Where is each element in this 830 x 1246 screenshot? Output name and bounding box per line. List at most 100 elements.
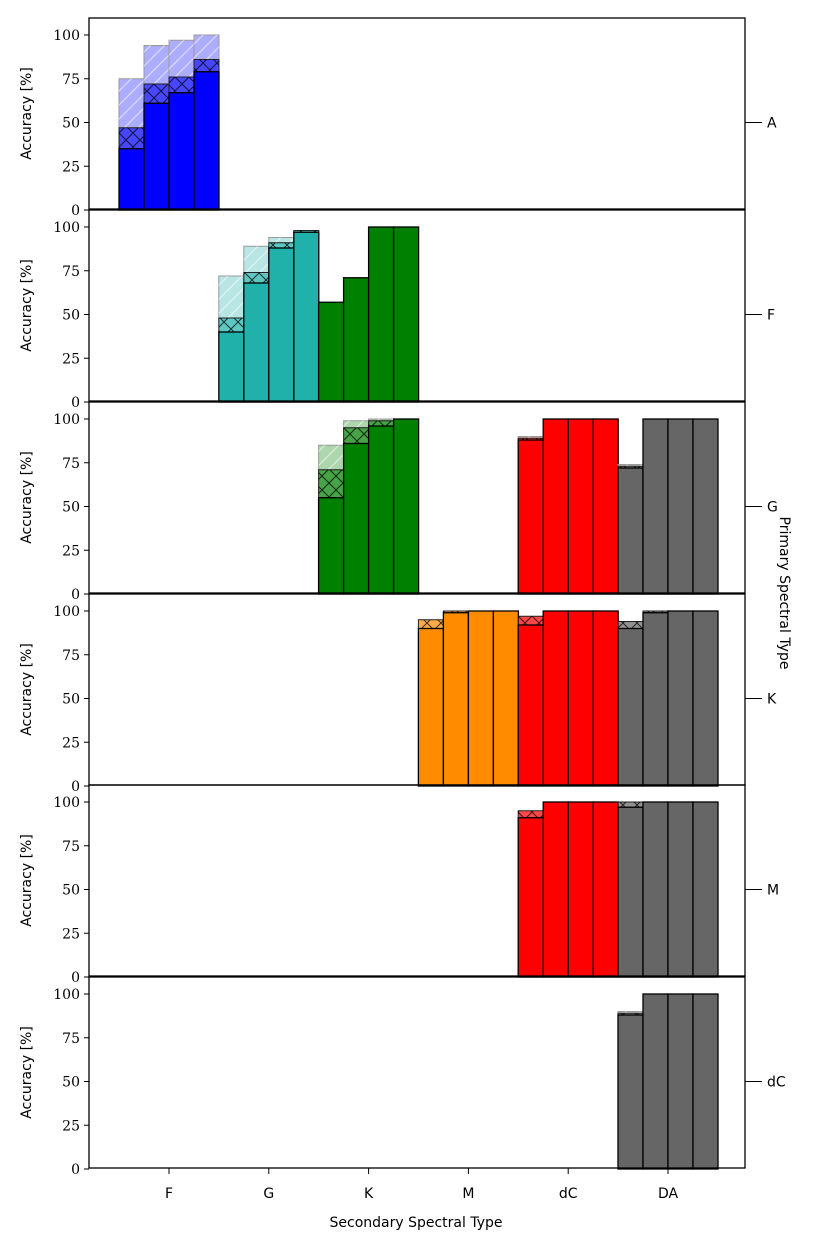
bar-layer-solid	[517, 817, 544, 978]
panel-dC: 0 25 50 75 100 Accuracy [%] dC	[19, 976, 786, 1178]
panel-frame	[88, 976, 746, 1169]
bar-layer-diagonal-hatch	[268, 237, 294, 243]
primary-type-label: M	[767, 883, 779, 899]
bar-layer-diagonal-hatch	[618, 1011, 643, 1014]
bar-dC-DA-2	[642, 993, 669, 1170]
bar-F-K-3	[367, 226, 395, 403]
bar-dC-DA-1	[617, 1011, 644, 1170]
bar-K-dC-1	[517, 615, 544, 787]
y-tick-label: 75	[62, 839, 80, 855]
y-tick-label: 0	[71, 395, 80, 411]
bar-G-K-2	[342, 420, 370, 595]
bar-F-K-2	[342, 277, 370, 403]
bar-layer-solid	[592, 801, 619, 978]
y-tick-label: 50	[62, 1075, 80, 1091]
bar-layer-crosshatch-hatch	[518, 810, 544, 818]
bar-layer-diagonal-hatch	[618, 464, 643, 467]
y-axis-label: Accuracy [%]	[19, 643, 35, 736]
x-tick-label-K: K	[364, 1186, 374, 1202]
bar-layer-solid	[367, 425, 395, 595]
bar-layer-solid	[193, 71, 220, 211]
bar-layer-solid	[442, 612, 470, 787]
y-tick-label: 50	[62, 692, 80, 708]
panel-frame	[88, 401, 746, 594]
bar-layer-solid	[617, 1014, 644, 1170]
y-tick-label: 0	[71, 970, 80, 986]
y-tick-label: 0	[71, 779, 80, 795]
x-tick-label-F: F	[165, 1186, 173, 1202]
bar-layer-solid	[143, 102, 170, 211]
bar-layer-solid	[392, 226, 420, 403]
bar-layer-solid	[567, 801, 594, 978]
y-tick-label: 0	[71, 203, 80, 219]
bar-layer-crosshatch-hatch	[243, 272, 269, 283]
bar-layer-diagonal-hatch	[119, 78, 144, 128]
bar-layer-solid	[692, 993, 719, 1170]
bar-K-DA-3	[667, 610, 694, 787]
bar-layer-solid	[417, 627, 445, 787]
bar-G-K-4	[392, 418, 420, 595]
bar-G-K-3	[367, 418, 395, 595]
x-tick-label-dC: dC	[559, 1186, 578, 1202]
panel-F: 0 25 50 75 100 Accuracy [%] F	[19, 209, 775, 411]
y-tick-label: 50	[62, 116, 80, 132]
bar-K-M-1	[417, 619, 445, 787]
panel-M: 0 25 50 75 100 Accuracy [%] M	[19, 784, 779, 986]
bar-layer-solid	[367, 226, 395, 403]
bar-layer-diagonal-hatch	[243, 246, 269, 273]
bar-layer-solid	[617, 627, 644, 787]
bar-layer-crosshatch-hatch	[618, 1013, 643, 1015]
bar-dC-DA-3	[667, 993, 694, 1170]
bar-F-G-4	[293, 230, 320, 403]
bar-M-dC-2	[542, 801, 569, 978]
bar-dC-DA-4	[692, 993, 719, 1170]
bar-layer-solid	[317, 497, 345, 595]
y-tick-label: 100	[53, 412, 80, 428]
bar-layer-crosshatch-hatch	[618, 802, 643, 808]
y-tick-label: 75	[62, 264, 80, 280]
bar-layer-solid	[517, 439, 544, 595]
bar-layer-crosshatch-hatch	[343, 427, 369, 444]
y-tick-label: 75	[62, 456, 80, 472]
bar-layer-solid	[642, 612, 669, 787]
bar-layer-diagonal-hatch	[318, 445, 344, 470]
bar-layer-solid	[667, 418, 694, 595]
bar-layer-solid	[542, 610, 569, 787]
bar-layer-solid	[542, 801, 569, 978]
bar-layer-crosshatch-hatch	[418, 619, 444, 629]
bar-layer-solid	[168, 92, 195, 211]
bar-layer-solid	[617, 806, 644, 978]
bar-layer-crosshatch-hatch	[618, 466, 643, 468]
bar-layer-crosshatch-hatch	[643, 611, 668, 613]
bar-layer-solid	[567, 418, 594, 595]
bar-K-dC-4	[592, 610, 619, 787]
y-tick-label: 25	[62, 735, 80, 751]
bar-layer-solid	[617, 467, 644, 595]
bar-G-DA-1	[617, 464, 644, 595]
bar-K-M-4	[492, 610, 520, 787]
bar-layer-solid	[342, 442, 370, 595]
bar-layer-diagonal-hatch	[343, 420, 369, 428]
y-tick-label: 75	[62, 72, 80, 88]
bar-layer-crosshatch-hatch	[293, 230, 319, 233]
bar-A-F-3	[168, 39, 195, 211]
bar-K-DA-1	[617, 621, 644, 787]
primary-type-label: A	[767, 116, 777, 132]
bar-layer-crosshatch-hatch	[169, 77, 194, 93]
bar-layer-solid	[342, 277, 370, 403]
bar-G-DA-4	[692, 418, 719, 595]
bar-K-DA-2	[642, 610, 669, 787]
bar-layer-crosshatch-hatch	[518, 438, 544, 440]
bar-layer-solid	[517, 624, 544, 787]
bar-F-K-4	[392, 226, 420, 403]
bar-layer-solid	[692, 801, 719, 978]
bar-M-DA-4	[692, 801, 719, 978]
y-axis-label: Accuracy [%]	[19, 259, 35, 352]
bar-layer-solid	[268, 247, 295, 403]
y-axis-label: Accuracy [%]	[19, 834, 35, 927]
bar-layer-crosshatch-hatch	[368, 420, 394, 426]
bar-M-dC-1	[517, 810, 544, 978]
bar-layer-crosshatch-hatch	[618, 621, 643, 629]
y-axis-label: Accuracy [%]	[19, 451, 35, 544]
